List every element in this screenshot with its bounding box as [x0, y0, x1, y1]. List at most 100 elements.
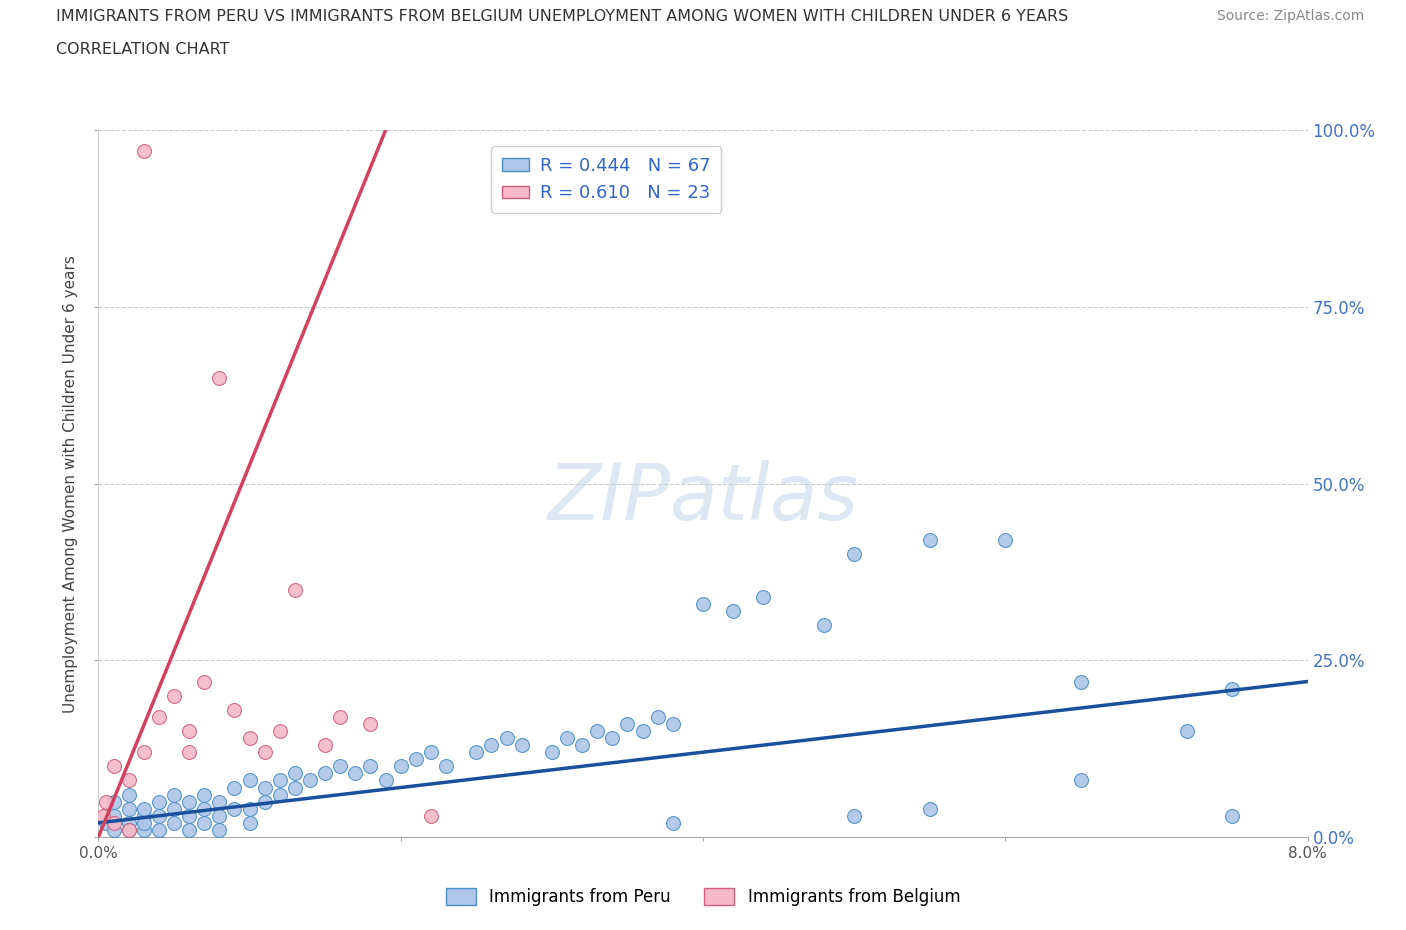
Point [118, 802, 141, 817]
Point [239, 816, 262, 830]
Point [224, 780, 246, 795]
Point [103, 759, 125, 774]
Point [132, 816, 155, 830]
Point [118, 787, 141, 802]
Point [148, 710, 170, 724]
Point [314, 737, 336, 752]
Point [918, 802, 941, 817]
Point [329, 759, 352, 774]
Point [253, 794, 276, 809]
Point [103, 822, 125, 837]
Point [94, 794, 117, 809]
Point [284, 766, 307, 781]
Point [103, 816, 125, 830]
Point [224, 702, 246, 717]
Point [510, 737, 533, 752]
Point [163, 688, 186, 703]
Point [374, 773, 396, 788]
Point [208, 808, 231, 823]
Point [405, 751, 427, 766]
Point [314, 766, 336, 781]
Point [752, 590, 775, 604]
Point [239, 731, 262, 746]
Point [269, 787, 291, 802]
Point [179, 724, 201, 738]
Point [163, 787, 186, 802]
Point [179, 808, 201, 823]
Point [844, 547, 866, 562]
Point [193, 816, 215, 830]
Point [239, 802, 262, 817]
Point [118, 773, 141, 788]
Point [193, 802, 215, 817]
Point [284, 780, 307, 795]
Point [813, 618, 835, 632]
Point [389, 759, 412, 774]
Point [918, 533, 941, 548]
Point [631, 724, 654, 738]
Point [269, 724, 291, 738]
Point [1220, 681, 1243, 696]
Point [692, 596, 714, 611]
Point [179, 745, 201, 760]
Point [647, 710, 669, 724]
Point [193, 787, 215, 802]
Point [253, 745, 276, 760]
Point [208, 370, 231, 385]
Point [1070, 773, 1092, 788]
Point [239, 773, 262, 788]
Point [94, 816, 117, 830]
Point [132, 745, 155, 760]
Point [434, 759, 457, 774]
Text: ZIPatlas: ZIPatlas [547, 459, 859, 536]
Point [163, 802, 186, 817]
Point [299, 773, 322, 788]
Point [179, 822, 201, 837]
Legend: R = 0.444   N = 67, R = 0.610   N = 23: R = 0.444 N = 67, R = 0.610 N = 23 [491, 146, 721, 213]
Point [495, 731, 517, 746]
Point [1070, 674, 1092, 689]
Point [344, 766, 367, 781]
Text: IMMIGRANTS FROM PERU VS IMMIGRANTS FROM BELGIUM UNEMPLOYMENT AMONG WOMEN WITH CH: IMMIGRANTS FROM PERU VS IMMIGRANTS FROM … [56, 9, 1069, 24]
Point [208, 794, 231, 809]
Point [1220, 808, 1243, 823]
Point [163, 816, 186, 830]
Point [132, 802, 155, 817]
Text: CORRELATION CHART: CORRELATION CHART [56, 42, 229, 57]
Point [103, 794, 125, 809]
Point [616, 716, 638, 731]
Point [662, 716, 685, 731]
Point [118, 822, 141, 837]
Point [253, 780, 276, 795]
Point [571, 737, 593, 752]
Point [103, 808, 125, 823]
Point [91, 808, 114, 823]
Point [284, 582, 307, 597]
Point [844, 808, 866, 823]
Point [662, 816, 685, 830]
Point [586, 724, 609, 738]
Point [132, 808, 155, 823]
Point [329, 710, 352, 724]
Y-axis label: Unemployment Among Women with Children Under 6 years: Unemployment Among Women with Children U… [63, 255, 79, 712]
Point [555, 731, 578, 746]
Point [224, 802, 246, 817]
Point [179, 794, 201, 809]
Point [723, 604, 745, 618]
Point [148, 822, 170, 837]
Text: Source: ZipAtlas.com: Source: ZipAtlas.com [1216, 9, 1364, 23]
Point [118, 816, 141, 830]
Point [541, 745, 564, 760]
Legend: Immigrants from Peru, Immigrants from Belgium: Immigrants from Peru, Immigrants from Be… [439, 881, 967, 912]
Point [1175, 724, 1198, 738]
Point [360, 716, 382, 731]
Point [208, 822, 231, 837]
Point [148, 794, 170, 809]
Point [420, 808, 443, 823]
Point [481, 737, 503, 752]
Point [132, 822, 155, 837]
Point [602, 731, 624, 746]
Point [994, 533, 1017, 548]
Point [193, 674, 215, 689]
Point [420, 745, 443, 760]
